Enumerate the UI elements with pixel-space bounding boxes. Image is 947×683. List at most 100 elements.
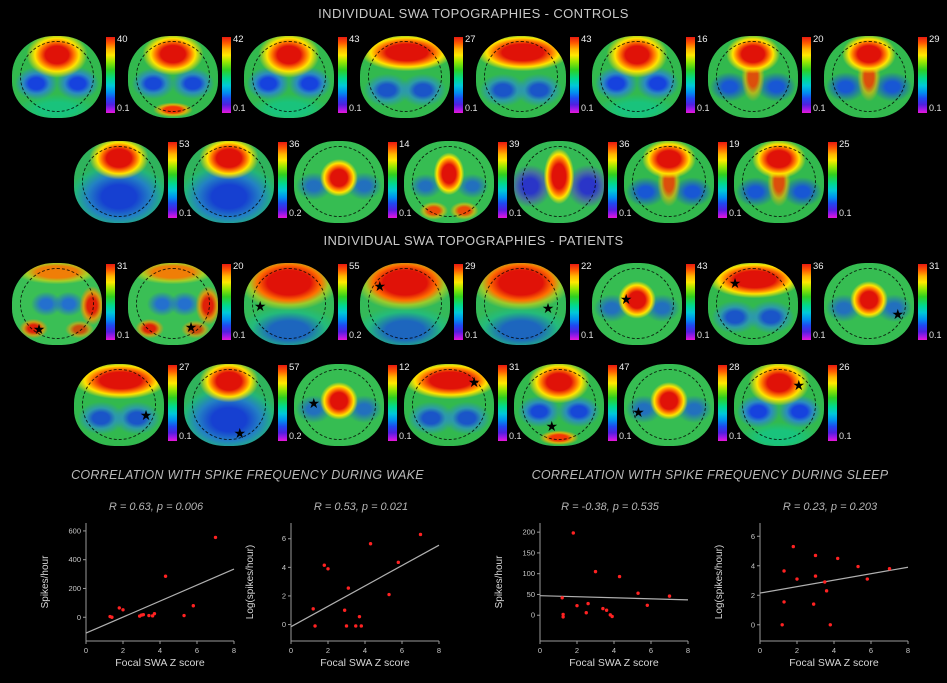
data-point [359, 624, 363, 628]
colorbar-min-label: 0.1 [581, 103, 594, 113]
swa-topomap: ★ [360, 263, 450, 345]
colorbar [222, 264, 231, 340]
head-outline [368, 41, 442, 112]
colorbar [918, 37, 927, 113]
colorbar-min-label: 0.1 [839, 208, 852, 218]
scatter-svg: 0 2 4 6 8 0 2 4 6 Focal SWA Z score Log(spikes/hou… [714, 523, 910, 669]
topomap-cell: ★ 31 0.1 [12, 261, 130, 351]
swa-topomap [360, 36, 450, 118]
swa-topomap [12, 36, 102, 118]
x-tick-label: 6 [400, 646, 404, 655]
swa-topomap: ★ [824, 263, 914, 345]
head-outline [632, 146, 706, 217]
head-outline [82, 146, 156, 217]
colorbar-max-label: 14 [399, 139, 410, 150]
x-tick-label: 0 [758, 646, 762, 655]
y-tick-label: 200 [68, 584, 81, 593]
colorbar [718, 365, 727, 441]
colorbar-min-label: 0.1 [117, 330, 130, 340]
colorbar-max-label: 20 [233, 261, 244, 272]
head-outline [716, 41, 790, 112]
data-point [636, 591, 640, 595]
data-point [322, 563, 326, 567]
colorbar [686, 264, 695, 340]
colorbar-max-label: 27 [465, 34, 476, 45]
x-axis-label: Focal SWA Z score [789, 657, 879, 669]
data-point [213, 535, 218, 540]
y-tick-label: 4 [751, 561, 755, 570]
colorbar-min-label: 0.1 [813, 103, 826, 113]
colorbar-max-label: 57 [289, 362, 300, 373]
colorbar-max-label: 31 [929, 261, 940, 272]
data-point [141, 612, 146, 617]
colorbar-max-label: 26 [839, 362, 850, 373]
y-tick-label: 50 [527, 590, 535, 599]
head-outline [192, 369, 266, 440]
topomap-cell: 53 0.1 [74, 139, 192, 229]
y-tick-label: 100 [522, 569, 535, 578]
epileptic-focus-star-icon: ★ [545, 418, 559, 435]
head-outline [136, 268, 210, 339]
y-tick-label: 0 [282, 620, 286, 629]
data-point [117, 606, 122, 610]
x-axis-label: Focal SWA Z score [115, 657, 205, 669]
colorbar [570, 264, 579, 340]
trend-line [539, 595, 689, 601]
colorbar [608, 142, 617, 218]
swa-topomap [244, 36, 334, 118]
data-point [163, 574, 168, 578]
data-point [311, 607, 315, 611]
data-point [584, 611, 588, 615]
colorbar-min-label: 0.1 [929, 330, 942, 340]
data-point [795, 577, 799, 581]
y-tick-label: 6 [282, 534, 286, 543]
swa-topomap [734, 141, 824, 223]
x-tick-label: 6 [195, 646, 199, 655]
x-tick-label: 4 [363, 646, 367, 655]
colorbar [828, 142, 837, 218]
colorbar [802, 37, 811, 113]
swa-topomap: ★ [74, 364, 164, 446]
head-outline [82, 369, 156, 440]
colorbar-min-label: 0.1 [509, 431, 522, 441]
swa-topomap: ★ [12, 263, 102, 345]
data-point [182, 613, 186, 618]
y-tick-label: 150 [522, 548, 535, 557]
head-outline [412, 369, 486, 440]
scatter-plot-wake-spikes: R = 0.63, p = 0.006 0 2 4 6 8 0 200 400 600 Focal … [34, 501, 244, 677]
topomap-cell: 36 0.1 [514, 139, 632, 229]
head-outline [832, 41, 906, 112]
data-point [856, 564, 860, 569]
y-tick-label: 4 [282, 563, 286, 572]
swa-topomap: ★ [184, 364, 274, 446]
y-tick-label: 0 [77, 613, 81, 622]
data-point [346, 586, 351, 590]
head-outline [302, 369, 376, 440]
topomap-cell: 25 0.1 [734, 139, 852, 229]
data-point [561, 615, 565, 619]
swa-topomap [624, 141, 714, 223]
y-tick-label: 0 [751, 620, 755, 629]
data-point [152, 611, 157, 616]
x-tick-label: 4 [612, 646, 616, 655]
x-tick-label: 8 [686, 646, 690, 655]
colorbar [608, 365, 617, 441]
epileptic-focus-star-icon: ★ [728, 274, 742, 291]
topomap-cell: ★ 26 0.1 [734, 362, 852, 452]
colorbar-max-label: 55 [349, 261, 360, 272]
x-axis-label: Focal SWA Z score [569, 657, 659, 669]
colorbar-min-label: 0.1 [233, 330, 246, 340]
epileptic-focus-star-icon: ★ [632, 403, 645, 420]
topomap-cell: 16 0.1 [592, 34, 710, 124]
colorbar-min-label: 0.1 [729, 431, 742, 441]
colorbar-min-label: 0.2 [289, 208, 302, 218]
swa-topomap: ★ [624, 364, 714, 446]
colorbar-min-label: 0.1 [117, 103, 130, 113]
head-outline [484, 41, 558, 112]
data-point [561, 612, 565, 617]
head-outline [522, 369, 596, 440]
swa-topomap [74, 141, 164, 223]
colorbar-max-label: 12 [399, 362, 410, 373]
x-tick-label: 8 [232, 646, 236, 655]
data-point [791, 544, 795, 549]
